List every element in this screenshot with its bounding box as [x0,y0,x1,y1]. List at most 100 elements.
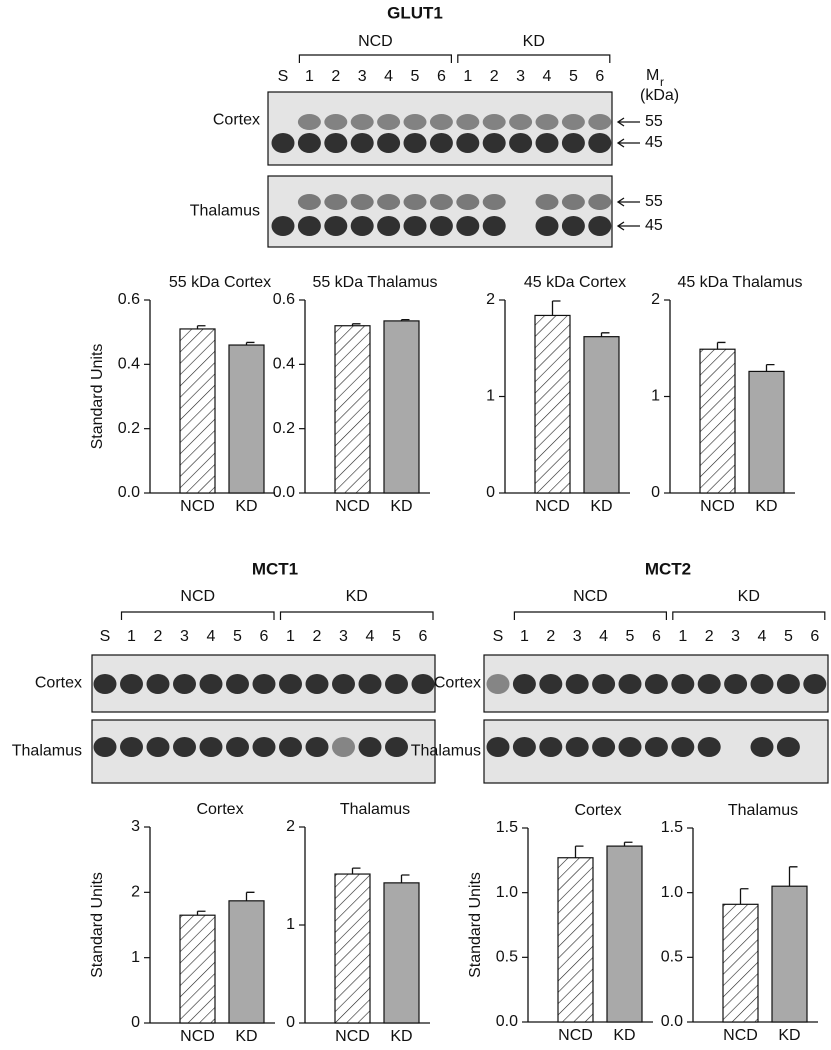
lane-label: 3 [731,628,740,645]
blot-title: GLUT1 [387,3,443,22]
y-tick-label: 0 [286,1014,295,1031]
blot-band [429,114,453,130]
y-tick-label: 0.0 [661,1013,683,1030]
y-tick-label: 0.2 [118,420,140,437]
blot-band [377,133,401,153]
blot-band [671,674,695,694]
chart-title: 55 kDa Cortex [169,274,271,291]
error-bar [739,888,749,905]
blot-band [509,114,533,130]
bar [606,845,643,1023]
blot-band [332,674,355,694]
lane-label: 2 [705,628,714,645]
y-tick-label: 2 [486,291,495,308]
blot-band [252,674,276,694]
error-bar [765,364,775,372]
x-tick-label: KD [778,1027,800,1044]
x-tick-label: NCD [700,498,735,515]
marker-label: 45 [645,134,663,151]
blot-band [324,114,348,130]
group-bracket [279,611,434,620]
blot-band [588,133,612,153]
y-axis-label: Standard Units [89,344,106,450]
blot-band [279,737,302,757]
blot-band [512,737,536,757]
lane-label: 6 [810,628,819,645]
blot-band [226,737,249,757]
marker-arrow [616,197,640,207]
bar [748,370,785,494]
blot-band [377,194,401,210]
y-tick-label: 1.5 [496,819,518,836]
x-tick-label: KD [390,498,412,515]
lane-label: 6 [652,628,661,645]
blot-band [486,674,510,694]
y-tick-label: 0 [131,1014,140,1031]
blot-band [565,737,589,757]
marker-label: 55 [645,193,663,210]
error-bar [716,341,726,350]
blot-band [350,114,374,130]
group-bracket [672,611,826,620]
blot-band [377,114,401,130]
blot-band [429,133,453,153]
blot-band [403,114,427,130]
error-bar [196,910,206,916]
bar [228,344,265,494]
lane-label: 5 [626,628,635,645]
blot-band [724,674,748,694]
y-tick-label: 1 [286,916,295,933]
blot-band [429,216,453,236]
blot-band [592,737,616,757]
blot-band [350,216,374,236]
lane-label: 4 [366,628,375,645]
blot-band [561,194,585,210]
group-label: NCD [573,588,608,605]
lane-label: 3 [516,68,525,85]
error-bar [400,874,410,883]
blot-band [146,737,170,757]
blot-band [482,216,506,236]
y-tick-label: 0.6 [273,291,295,308]
lane-label: 3 [573,628,582,645]
blot-band [252,737,276,757]
x-tick-label: NCD [335,498,370,515]
blot-band [456,216,480,236]
y-tick-label: 0.5 [661,949,683,966]
lane-label: 4 [207,628,216,645]
y-tick-label: 1.0 [496,884,518,901]
blot-band [297,133,321,153]
bar [534,314,571,494]
blot-band [93,674,117,694]
blot-band [588,114,612,130]
blot-title: MCT2 [645,559,691,578]
y-tick-label: 1.5 [661,819,683,836]
lane-label: 2 [313,628,322,645]
lane-label: 4 [599,628,608,645]
blot-band [456,194,480,210]
group-label: KD [523,33,545,50]
blot-band [486,737,510,757]
blot-band [750,737,774,757]
row-label: Cortex [35,675,82,692]
bar [722,903,759,1023]
lane-label: 4 [384,68,393,85]
marker-unit: (kDa) [640,87,679,104]
blot-band [539,674,563,694]
chart-title: Cortex [574,802,621,819]
lane-label: 5 [392,628,401,645]
blot-band [539,737,563,757]
x-tick-label: NCD [335,1028,370,1045]
blot-band [512,674,536,694]
chart-title: 45 kDa Thalamus [677,274,802,291]
blot-band [297,114,321,130]
lane-label: 1 [286,628,295,645]
x-tick-label: NCD [180,1028,215,1045]
lane-label: 3 [180,628,189,645]
blot-band [482,114,506,130]
bar [383,320,420,494]
x-tick-label: KD [235,1028,257,1045]
blot-band [456,133,480,153]
bar [771,885,808,1023]
